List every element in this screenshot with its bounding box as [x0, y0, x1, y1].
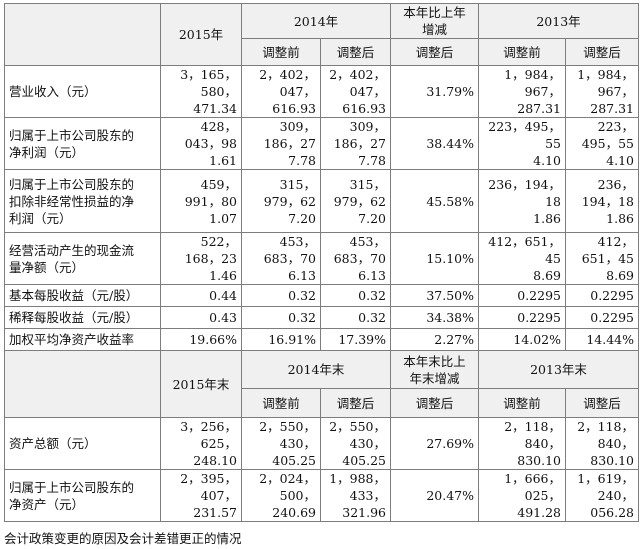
cell-2013-after: 1，619，240， 056.28	[565, 469, 639, 522]
cell-2014-after: 2，550，430， 405.25	[320, 417, 391, 470]
cell-2015: 19.66%	[160, 328, 242, 351]
cell-change: 37.50%	[390, 284, 479, 307]
cell-2014-before: 453，683，70 6.13	[241, 232, 321, 285]
header-yoy-change: 本年比上年 增减	[390, 3, 479, 39]
header-2013-adj-before: 调整前	[478, 388, 566, 418]
cell-2013-after: 236，194，18 1.86	[565, 169, 639, 233]
financial-summary-table: 2015年 2014年 本年比上年 增减 2013年 调整前 调整后 调整后 调…	[4, 3, 639, 522]
cell-2013-after: 412，651，45 8.69	[565, 232, 639, 285]
table-row: 营业收入（元） 3，165，580， 471.34 2，402，047， 616…	[4, 65, 639, 118]
cell-2013-before: 14.02%	[478, 328, 566, 351]
cell-2015: 459，991，80 1.07	[160, 169, 242, 233]
footer-note: 会计政策变更的原因及会计差错更正的情况	[4, 531, 242, 546]
table-row: 基本每股收益（元/股） 0.44 0.32 0.32 37.50% 0.2295…	[4, 284, 639, 307]
cell-change: 27.69%	[390, 417, 479, 470]
cell-2013-before: 0.2295	[478, 284, 566, 307]
cell-2015: 428，043，98 1.61	[160, 117, 242, 170]
header-yearend-2014: 2014年末	[241, 350, 391, 389]
row-label: 资产总额（元）	[4, 417, 161, 470]
cell-2014-after: 1，988，433， 321.96	[320, 469, 391, 522]
cell-2014-before: 2，550，430， 405.25	[241, 417, 321, 470]
row-label: 基本每股收益（元/股）	[4, 284, 161, 307]
header-year-2013: 2013年	[478, 3, 639, 39]
cell-change: 2.27%	[390, 328, 479, 351]
row-label: 归属于上市公司股东的 净利润（元）	[4, 117, 161, 170]
cell-2013-after: 1，984，967， 287.31	[565, 65, 639, 118]
cell-2014-before: 16.91%	[241, 328, 321, 351]
row-label: 加权平均净资产收益率	[4, 328, 161, 351]
cell-2014-after: 453，683，70 6.13	[320, 232, 391, 285]
cell-change: 20.47%	[390, 469, 479, 522]
cell-2014-after: 315，979，62 7.20	[320, 169, 391, 233]
header-2014-adj-before: 调整前	[241, 388, 321, 418]
header-yearend-change: 本年末比上 年末增减	[390, 350, 479, 389]
cell-2014-before: 315，979，62 7.20	[241, 169, 321, 233]
cell-2014-before: 0.32	[241, 306, 321, 329]
cell-change: 31.79%	[390, 65, 479, 118]
row-label: 稀释每股收益（元/股）	[4, 306, 161, 329]
header-year-2015: 2015年	[160, 3, 242, 66]
header-2013-adj-after: 调整后	[565, 388, 639, 418]
cell-2014-after: 17.39%	[320, 328, 391, 351]
header-change-adj-after: 调整后	[390, 38, 479, 66]
table-row: 归属于上市公司股东的 净资产（元） 2，395，407， 231.57 2，02…	[4, 469, 639, 522]
cell-2013-after: 0.2295	[565, 306, 639, 329]
cell-2013-before: 1，666，025， 491.28	[478, 469, 566, 522]
header-blank-cell	[4, 350, 161, 418]
table-row: 加权平均净资产收益率 19.66% 16.91% 17.39% 2.27% 14…	[4, 328, 639, 351]
cell-2014-after: 2，402，047， 616.93	[320, 65, 391, 118]
header-year-2014: 2014年	[241, 3, 391, 39]
cell-2013-after: 14.44%	[565, 328, 639, 351]
cell-2013-before: 2，118，840， 830.10	[478, 417, 566, 470]
row-label: 归属于上市公司股东的 净资产（元）	[4, 469, 161, 522]
header-2014-adj-after: 调整后	[320, 38, 391, 66]
cell-2013-after: 223，495，55 4.10	[565, 117, 639, 170]
cell-2015: 3，256，625， 248.10	[160, 417, 242, 470]
cell-2013-after: 2，118，840， 830.10	[565, 417, 639, 470]
header-2013-adj-after: 调整后	[565, 38, 639, 66]
table-row: 归属于上市公司股东的 扣除非经常性损益的净 利润（元） 459，991，80 1…	[4, 169, 639, 233]
cell-2014-before: 2，024，500， 240.69	[241, 469, 321, 522]
cell-2014-before: 309，186，27 7.78	[241, 117, 321, 170]
cell-change: 45.58%	[390, 169, 479, 233]
cell-2013-before: 236，194，18 1.86	[478, 169, 566, 233]
table-row: 稀释每股收益（元/股） 0.43 0.32 0.32 34.38% 0.2295…	[4, 306, 639, 329]
cell-2013-before: 0.2295	[478, 306, 566, 329]
table-row: 资产总额（元） 3，256，625， 248.10 2，550，430， 405…	[4, 417, 639, 470]
cell-2014-before: 2，402，047， 616.93	[241, 65, 321, 118]
cell-change: 34.38%	[390, 306, 479, 329]
cell-2013-before: 412，651，45 8.69	[478, 232, 566, 285]
table-row: 归属于上市公司股东的 净利润（元） 428，043，98 1.61 309，18…	[4, 117, 639, 170]
header-yearend-2015: 2015年末	[160, 350, 242, 418]
header-2013-adj-before: 调整前	[478, 38, 566, 66]
header-blank-cell	[4, 3, 161, 66]
row-label: 归属于上市公司股东的 扣除非经常性损益的净 利润（元）	[4, 169, 161, 233]
cell-change: 38.44%	[390, 117, 479, 170]
cell-2015: 522，168，23 1.46	[160, 232, 242, 285]
cell-2015: 3，165，580， 471.34	[160, 65, 242, 118]
cell-2013-before: 1，984，967， 287.31	[478, 65, 566, 118]
table-row: 经营活动产生的现金流 量净额（元） 522，168，23 1.46 453，68…	[4, 232, 639, 285]
cell-2014-after: 0.32	[320, 306, 391, 329]
cell-change: 15.10%	[390, 232, 479, 285]
header-2014-adj-after: 调整后	[320, 388, 391, 418]
cell-2013-before: 223，495，55 4.10	[478, 117, 566, 170]
row-label: 经营活动产生的现金流 量净额（元）	[4, 232, 161, 285]
cell-2015: 2，395，407， 231.57	[160, 469, 242, 522]
header-yearend-2013: 2013年末	[478, 350, 639, 389]
cell-2013-after: 0.2295	[565, 284, 639, 307]
cell-2014-after: 0.32	[320, 284, 391, 307]
cell-2015: 0.44	[160, 284, 242, 307]
cell-2014-after: 309，186，27 7.78	[320, 117, 391, 170]
cell-2015: 0.43	[160, 306, 242, 329]
header-change-adj-after: 调整后	[390, 388, 479, 418]
row-label: 营业收入（元）	[4, 65, 161, 118]
cell-2014-before: 0.32	[241, 284, 321, 307]
header-2014-adj-before: 调整前	[241, 38, 321, 66]
